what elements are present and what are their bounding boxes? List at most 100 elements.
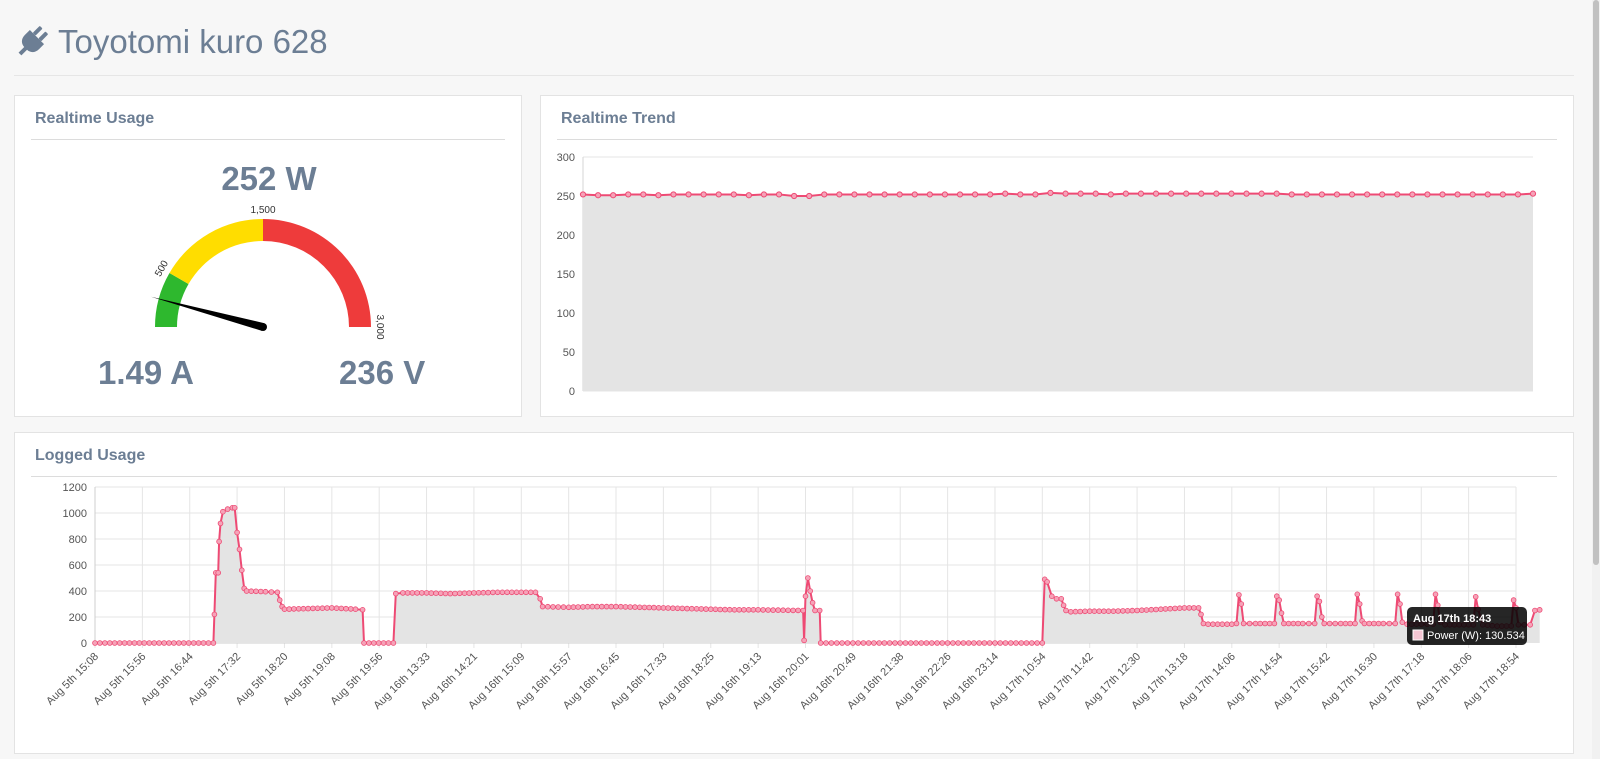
logged-point [871, 640, 877, 646]
logged-point [1110, 608, 1117, 615]
logged-point [923, 640, 930, 646]
logged-point [1134, 607, 1140, 614]
logged-point [324, 605, 330, 611]
logged-point [361, 640, 367, 646]
logged-point [913, 640, 919, 646]
logged-point [660, 605, 667, 611]
logged-point [97, 640, 103, 646]
logged-point [1366, 620, 1372, 627]
logged-point [1306, 620, 1312, 627]
logged-point [544, 603, 551, 610]
logged-point [1295, 620, 1301, 627]
logged-point [1352, 620, 1358, 627]
logged-point [775, 607, 781, 613]
logged-point [897, 640, 903, 646]
logged-point [828, 640, 835, 646]
logged-point [1371, 620, 1377, 627]
trend-point [594, 192, 602, 199]
logged-point [102, 640, 108, 646]
logged-point [352, 606, 359, 613]
logged-point [726, 606, 733, 613]
page-scrollbar[interactable] [1592, 0, 1600, 759]
logged-point [992, 640, 998, 646]
logged-point [1191, 605, 1197, 611]
logged-point [944, 640, 951, 646]
logged-point [928, 640, 935, 646]
logged-point [1101, 608, 1107, 615]
trend-point [1288, 191, 1295, 198]
logged-point [1023, 640, 1030, 646]
y-tick-label: 50 [563, 347, 575, 359]
logged-point [176, 640, 182, 646]
logged-point [433, 590, 439, 597]
logged-point [1316, 598, 1323, 605]
logged-point [1115, 608, 1121, 614]
trend-point [640, 191, 647, 198]
scrollbar-thumb[interactable] [1593, 0, 1599, 565]
logged-point [881, 640, 888, 646]
logged-point [981, 640, 988, 646]
logged-point [1527, 622, 1533, 628]
logged-point [1262, 620, 1268, 627]
logged-point [359, 607, 366, 613]
chart-tooltip: Aug 17th 18:43 Power (W): 130.534 [1407, 607, 1527, 645]
logged-point [785, 607, 791, 614]
logged-point [314, 605, 321, 612]
trend-point [1167, 190, 1175, 197]
logged-point [92, 640, 98, 646]
logged-point [1068, 609, 1074, 615]
logged-point [1129, 607, 1136, 614]
y-tick-label: 0 [569, 386, 575, 398]
logged-point [688, 605, 695, 612]
logged-point [997, 640, 1003, 646]
logged-point [750, 607, 757, 613]
logged-point [532, 589, 539, 596]
logged-point [722, 606, 728, 613]
trend-point [1379, 191, 1386, 198]
logged-point [414, 590, 420, 596]
logged-point [466, 590, 473, 596]
logged-point [1198, 611, 1204, 618]
logged-point [485, 589, 491, 596]
logged-point [565, 604, 572, 611]
logged-point [632, 604, 638, 610]
trend-point [1409, 191, 1416, 198]
logged-point [1252, 620, 1259, 627]
logged-point [1143, 607, 1150, 613]
logged-point [955, 640, 961, 646]
logged-point [1536, 607, 1543, 613]
logged-point [442, 590, 449, 597]
logged-point [1435, 602, 1441, 609]
logged-point [211, 611, 218, 618]
y-tick-label: 1000 [63, 508, 87, 520]
trend-point [1047, 189, 1054, 196]
gauge-tick-label: 3,000 [374, 314, 385, 339]
logged-point [850, 640, 856, 646]
logged-point [736, 607, 742, 613]
logged-point [589, 603, 596, 610]
logged-point [655, 605, 662, 611]
logged-point [1274, 593, 1280, 600]
logged-point [1386, 620, 1393, 627]
logged-point [295, 606, 302, 612]
logged-point [347, 606, 354, 612]
y-tick-label: 800 [69, 534, 87, 546]
y-tick-label: 150 [557, 269, 575, 281]
trend-point [760, 191, 768, 198]
logged-point [1285, 620, 1292, 627]
logged-point [1271, 620, 1278, 627]
logged-point [539, 603, 546, 610]
power-readout: 252 W [221, 160, 317, 197]
trend-point [1529, 190, 1537, 197]
logged-point [816, 607, 823, 614]
page-title: Toyotomi kuro 628 [58, 23, 328, 60]
logged-point [181, 640, 187, 646]
logged-point [1238, 601, 1245, 607]
logged-point [1337, 620, 1344, 627]
logged-point [707, 606, 714, 613]
logged-point [1319, 614, 1325, 620]
y-tick-label: 400 [69, 586, 87, 598]
logged-point [1356, 601, 1363, 607]
logged-point [121, 640, 128, 646]
logged-point [291, 606, 297, 612]
